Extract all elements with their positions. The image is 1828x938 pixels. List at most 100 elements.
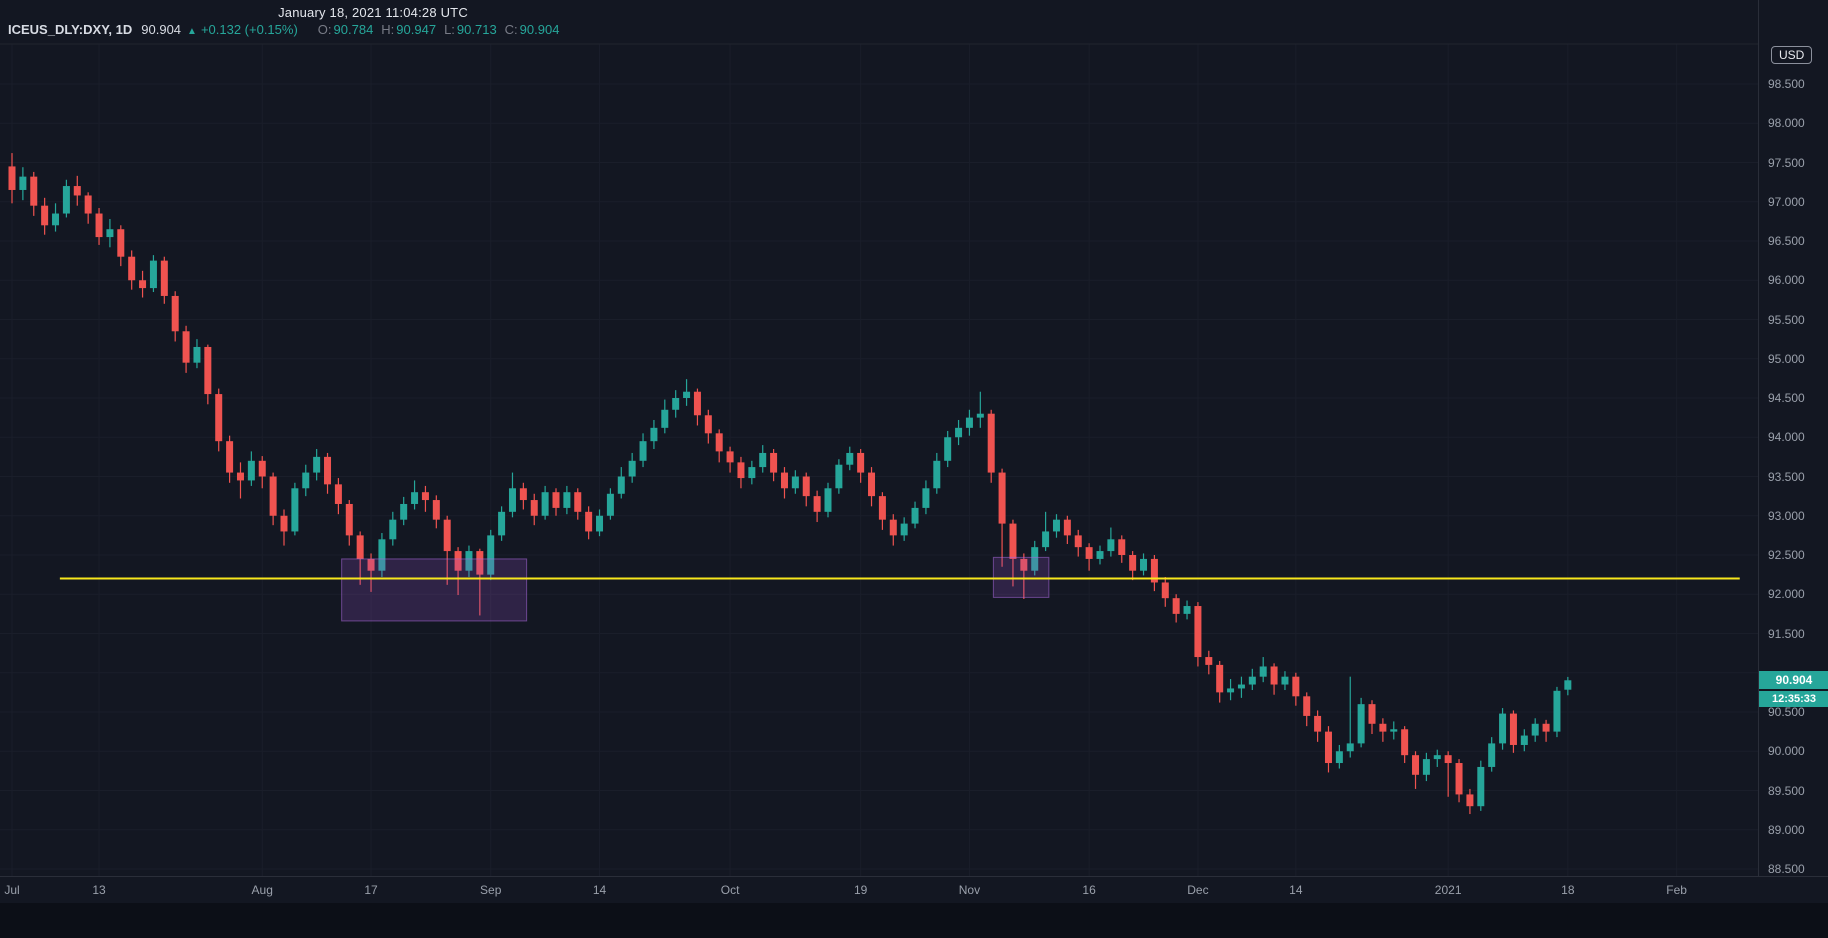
candle-body (1129, 555, 1137, 571)
candle-body (1150, 558, 1158, 583)
price-axis-label: 88.500 (1768, 862, 1805, 876)
candle-body (944, 437, 952, 461)
candle-body (204, 346, 212, 395)
candle-body (1259, 666, 1267, 677)
candle-body (1564, 680, 1572, 690)
candle-body (911, 507, 919, 524)
candle-body (519, 488, 527, 501)
candle-body (508, 488, 516, 512)
candle-body (650, 427, 658, 442)
candle-body (160, 260, 168, 296)
price-axis-label: 92.000 (1768, 587, 1805, 602)
price-axis-label: 97.500 (1768, 155, 1805, 170)
candle-body (1161, 582, 1169, 599)
symbol-title[interactable]: ICEUS_DLY:DXY, 1D (8, 22, 133, 37)
candle-body (976, 413, 984, 418)
bottom-toolbar (0, 903, 1828, 938)
price-axis-label: 93.500 (1768, 469, 1805, 484)
time-axis-label: 16 (1082, 883, 1096, 897)
candle-body (400, 503, 408, 520)
candle-body (345, 503, 353, 536)
candle-body (824, 488, 832, 512)
candle-body (552, 492, 560, 508)
candle-body (1042, 531, 1050, 548)
candle-body (693, 391, 701, 416)
price-axis-label: 96.000 (1768, 273, 1805, 288)
time-axis-label: 17 (364, 883, 378, 897)
candle-body (1346, 743, 1354, 752)
candle-body (1227, 688, 1235, 693)
candle-body (857, 452, 865, 473)
candle-body (628, 460, 636, 477)
candle-body (1237, 684, 1245, 689)
candle-body (171, 295, 179, 332)
candle-body (802, 476, 810, 497)
candle-body (443, 519, 451, 552)
candle-body (574, 492, 582, 512)
candle-body (19, 176, 27, 190)
candle-body (1292, 676, 1300, 697)
price-axis-label: 90.000 (1768, 744, 1805, 759)
candle-body (1477, 766, 1485, 807)
candle-body (1553, 690, 1561, 732)
legend-open-value: 90.784 (333, 22, 374, 37)
supply-demand-zone[interactable] (341, 558, 528, 622)
candle-body (1009, 523, 1017, 559)
candle-body (835, 464, 843, 489)
candle-body (683, 391, 691, 398)
candle-body (62, 186, 70, 214)
candle-body (1401, 729, 1409, 756)
time-axis[interactable]: Jul 13 Aug 17 Sep 14 Oct 19 Nov 16 Dec 14 2021 18 Feb (0, 876, 1828, 904)
candle-body (30, 176, 38, 206)
price-axis[interactable]: USD 90.904 12:35:33 98.500 98.000 97.500 97… (1758, 0, 1828, 903)
time-axis-label: Sep (480, 883, 502, 897)
candle-body (411, 492, 419, 504)
candle-body (1509, 713, 1517, 745)
candle-body (139, 280, 147, 289)
candle-body (530, 500, 538, 516)
candle-body (1031, 547, 1039, 571)
candle-body (182, 331, 190, 363)
candle-body (1052, 519, 1060, 532)
candle-body (1455, 763, 1463, 795)
currency-button[interactable]: USD (1771, 46, 1813, 64)
candle-body (998, 472, 1006, 524)
candle-body (302, 472, 310, 489)
candle-body (1183, 606, 1191, 614)
candle-body (1270, 666, 1278, 685)
candle-body (1020, 558, 1028, 571)
supply-demand-zone[interactable] (992, 556, 1050, 598)
candle-body (1368, 704, 1376, 724)
time-axis-label: Feb (1666, 883, 1687, 897)
legend-last-price: 90.904 (141, 22, 182, 37)
candle-body (378, 539, 386, 571)
price-axis-label: 89.000 (1768, 822, 1805, 837)
candle-body (1172, 598, 1180, 614)
candle-body (454, 551, 462, 571)
time-axis-label: 18 (1561, 883, 1575, 897)
candle-body (1357, 704, 1365, 744)
time-axis-label: Aug (251, 883, 273, 897)
candle-body (1205, 657, 1213, 665)
candle-body (476, 551, 484, 575)
candle-body (226, 441, 234, 473)
price-axis-label: 95.000 (1768, 351, 1805, 366)
candle-body (117, 229, 125, 257)
symbol-legend[interactable]: ICEUS_DLY:DXY, 1D 90.904 ▲ +0.132 (+0.15… (8, 22, 559, 37)
candle-body (541, 492, 549, 516)
legend-high-label: H: (381, 22, 395, 37)
legend-low-label: L: (444, 22, 455, 37)
candle-body (1466, 794, 1474, 807)
legend-close-label: C: (504, 22, 518, 37)
candle-body (389, 519, 397, 540)
price-axis-label: 89.500 (1768, 783, 1805, 798)
legend-open-label: O: (317, 22, 332, 37)
candle-body (1412, 755, 1420, 775)
candle-body (1499, 713, 1507, 744)
price-axis-label: 90.500 (1768, 705, 1805, 719)
candle-body (8, 166, 16, 190)
candle-body (596, 515, 604, 532)
candle-body (84, 195, 92, 214)
candle-body (672, 398, 680, 410)
